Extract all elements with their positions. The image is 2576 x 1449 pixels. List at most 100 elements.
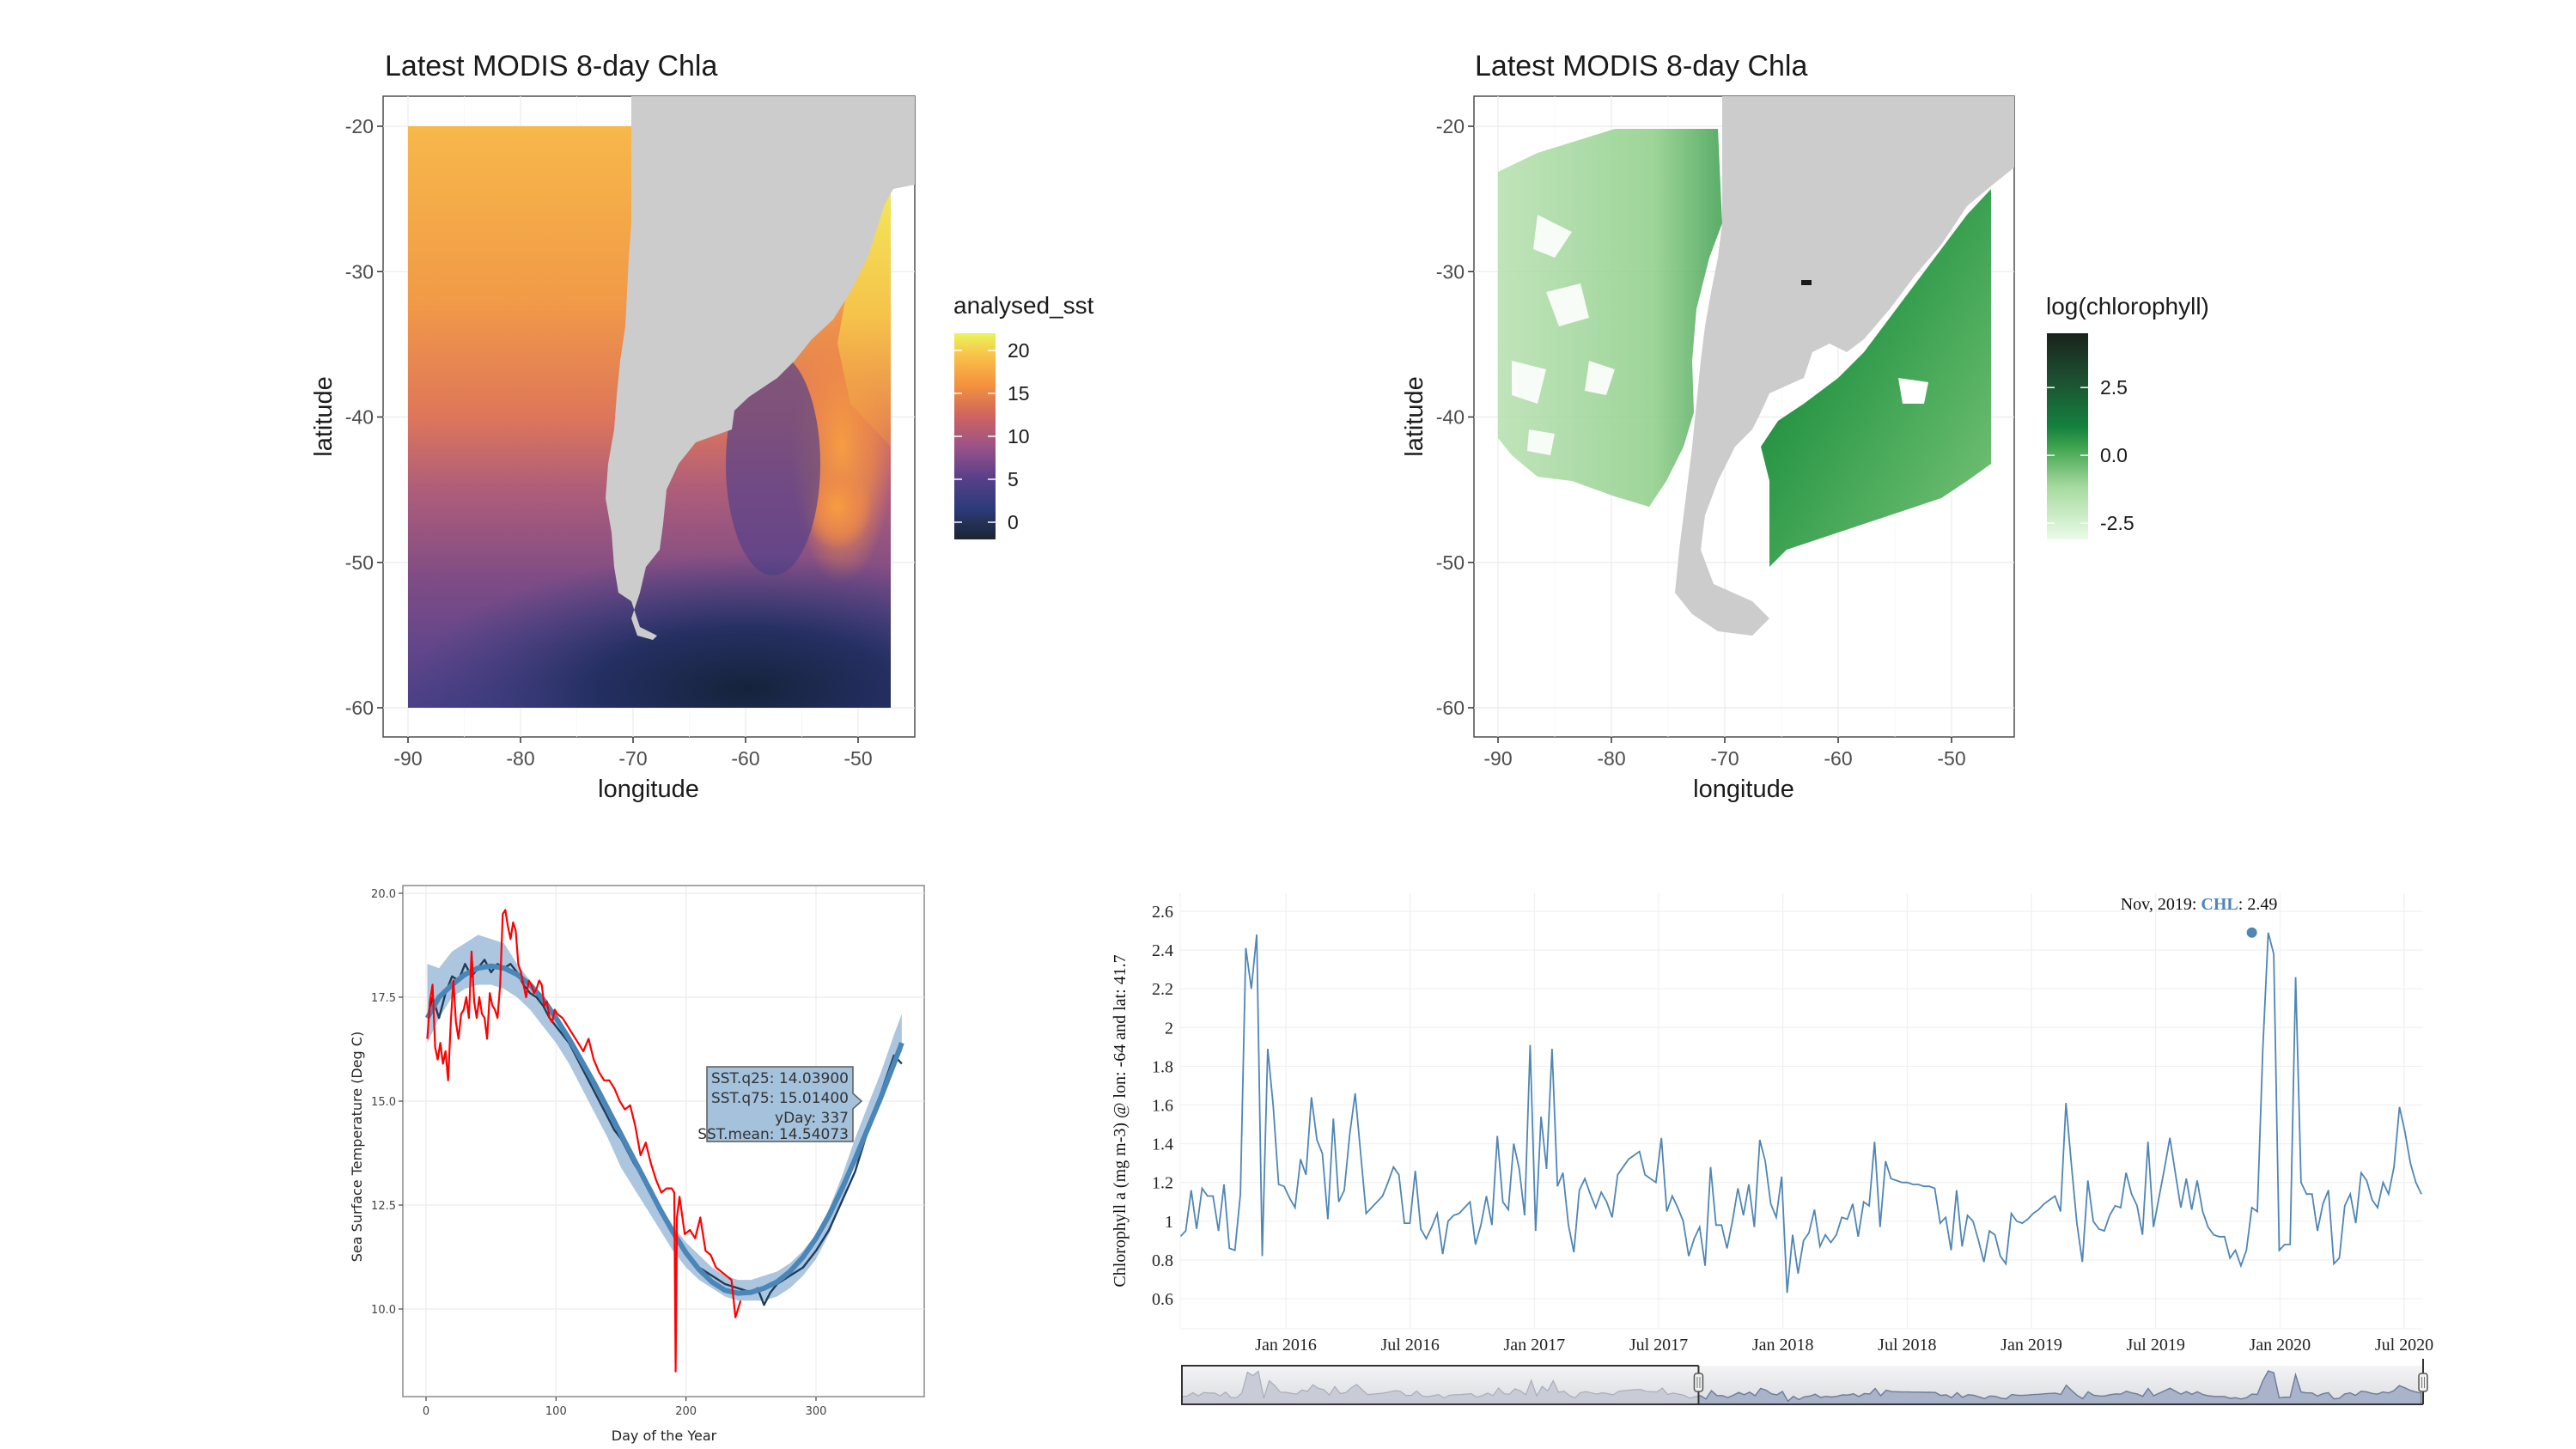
x-tick-label: -70 [618,747,647,770]
x-tick-label: Jul 2017 [1629,1336,1688,1355]
y-tick-label: -30 [345,260,374,283]
sst-clim-axes: 0 100 200 300 10.0 12.5 15.0 17.5 20.0 [371,888,826,1418]
legend-tick-label: 20 [1008,339,1030,362]
series-sst-q25-q75-band [427,935,902,1301]
y-tick-label: -40 [1436,406,1465,429]
x-tick-label: Jul 2020 [2375,1336,2433,1355]
south-america-land [1675,96,2014,636]
chl-legend-ticks: 2.5 0.0 -2.5 [2047,376,2134,534]
y-tick-label: 1 [1165,1213,1173,1232]
chl-map-axes: -90 -80 -70 -60 -50 -20 -30 -40 -50 -60 [1436,115,1966,770]
sst-clim-tooltip: SST.q25: 14.03900 SST.q75: 15.01400 yDay… [697,1066,863,1143]
legend-tick-label: -2.5 [2100,512,2134,534]
chl-ts-gridlines [1180,893,2423,1329]
x-tick-label: 100 [545,1405,567,1418]
hover-value: 2.49 [2247,895,2277,914]
legend-tick-label: 15 [1008,382,1030,405]
tooltip-line: SST.mean: 14.54073 [697,1126,849,1143]
legend-tick-label: 0 [1008,511,1019,533]
hover-date: Nov, 2019 [2121,895,2192,914]
x-tick-label: 0 [423,1405,429,1418]
y-tick-label: 12.5 [371,1200,396,1213]
y-tick-label: -20 [345,115,374,137]
sst-map-panel: Latest MODIS 8-day Chla -90 -80 -70 -60 -50 -… [310,50,1094,803]
hover-series-name: CHL [2201,895,2238,914]
y-tick-label: 2 [1165,1019,1173,1038]
x-tick-label: Jul 2018 [1878,1336,1936,1355]
chl-map-panel: Latest MODIS 8-day Chla -90 -80 -70 -60 -50 -… [1401,50,2209,803]
sst-map-y-label: latitude [310,376,338,457]
chl-cloud-gaps [1512,215,1615,455]
y-tick-label: 20.0 [371,888,396,901]
x-tick-label: Jul 2016 [1380,1336,1439,1355]
chl-ts-series[interactable] [1180,927,2422,1294]
range-selector-selected-plot [1698,1370,2422,1404]
x-tick-label: -90 [393,747,422,770]
sst-brazil-current [837,189,891,447]
series-current-year [426,909,742,1373]
y-tick-label: 2.2 [1152,980,1173,999]
sst-map-axes: -90 -80 -70 -60 -50 -20 -30 -40 -50 -60 [345,115,873,770]
highlight-point[interactable] [2246,927,2257,938]
y-tick-label: 2.4 [1152,941,1173,960]
y-tick-label: -50 [1436,551,1465,574]
chl-inland-lake [1801,280,1812,285]
y-tick-label: -20 [1436,115,1465,137]
chl-legend: log(chlorophyll) 2.5 0.0 -2.5 [2046,293,2209,539]
x-tick-label: -90 [1483,747,1512,770]
tooltip-line: SST.q75: 15.01400 [711,1090,849,1107]
y-tick-label: 10.0 [371,1304,396,1317]
x-tick-label: -80 [506,747,534,770]
y-tick-label: -60 [345,697,374,719]
chl-ts-hover-legend: Nov, 2019: CHL: 2.49 [2121,895,2278,914]
legend-tick-label: 5 [1008,468,1019,490]
y-tick-label: -50 [345,551,374,574]
chl-timeseries-panel: Jan 2016 Jul 2016 Jan 2017 Jul 2017 Jan 2018… [1111,893,2433,1405]
legend-tick-label: 2.5 [2100,376,2128,399]
y-tick-label: -40 [345,406,374,429]
chl-map-y-label: latitude [1401,376,1428,457]
x-tick-label: -60 [731,747,759,770]
x-tick-label: -70 [1710,747,1739,770]
y-tick-label: 1.2 [1152,1174,1173,1193]
y-tick-label: 1.4 [1152,1135,1173,1154]
chl-ts-axes: Jan 2016 Jul 2016 Jan 2017 Jul 2017 Jan 2018… [1152,893,2433,1355]
hover-sep: : [2238,895,2248,914]
sst-legend: analysed_sst 20 15 10 5 0 [953,292,1094,539]
y-tick-label: 17.5 [371,992,396,1005]
chl-map-x-label: longitude [1693,776,1794,803]
sst-clim-series [424,909,904,1373]
x-tick-label: 200 [675,1405,697,1418]
range-selector[interactable] [1181,1359,2428,1405]
tooltip-line: SST.q25: 14.03900 [711,1070,849,1087]
chl-colorbar [2047,333,2088,539]
x-tick-label: Jan 2017 [1503,1336,1565,1355]
y-tick-label: 1.6 [1152,1097,1173,1116]
series-smooth-fit [424,963,904,1296]
sst-legend-title: analysed_sst [953,292,1094,319]
x-tick-label: -60 [1824,747,1852,770]
south-america-land [606,96,915,640]
x-tick-label: -80 [1597,747,1625,770]
x-tick-label: Jul 2019 [2126,1336,2184,1355]
sst-map-title: Latest MODIS 8-day Chla [385,50,717,82]
sst-legend-ticks: 20 15 10 5 0 [954,339,1030,533]
range-handle-right[interactable] [2418,1373,2428,1392]
hover-sep: : [2192,895,2201,914]
chl-atlantic-patch [1761,189,1991,567]
sst-clim-y-label: Sea Surface Temperature (Deg C) [349,1032,365,1262]
y-tick-label: 15.0 [371,1096,396,1109]
range-handle-left[interactable] [1693,1373,1704,1392]
chl-cloud-gap [1898,378,1928,404]
chl-map-title: Latest MODIS 8-day Chla [1475,50,1807,82]
tooltip-box [706,1066,863,1142]
series-chl-line[interactable] [1180,932,2422,1294]
y-tick-label: -30 [1436,260,1465,283]
sst-map-x-label: longitude [598,776,699,803]
legend-tick-label: 10 [1008,425,1030,447]
sst-climatology-panel: 0 100 200 300 10.0 12.5 15.0 17.5 20.0 Day of th… [349,885,925,1444]
y-tick-label: -60 [1436,697,1465,719]
x-tick-label: Jan 2018 [1752,1336,1814,1355]
x-tick-label: Jan 2020 [2249,1336,2311,1355]
